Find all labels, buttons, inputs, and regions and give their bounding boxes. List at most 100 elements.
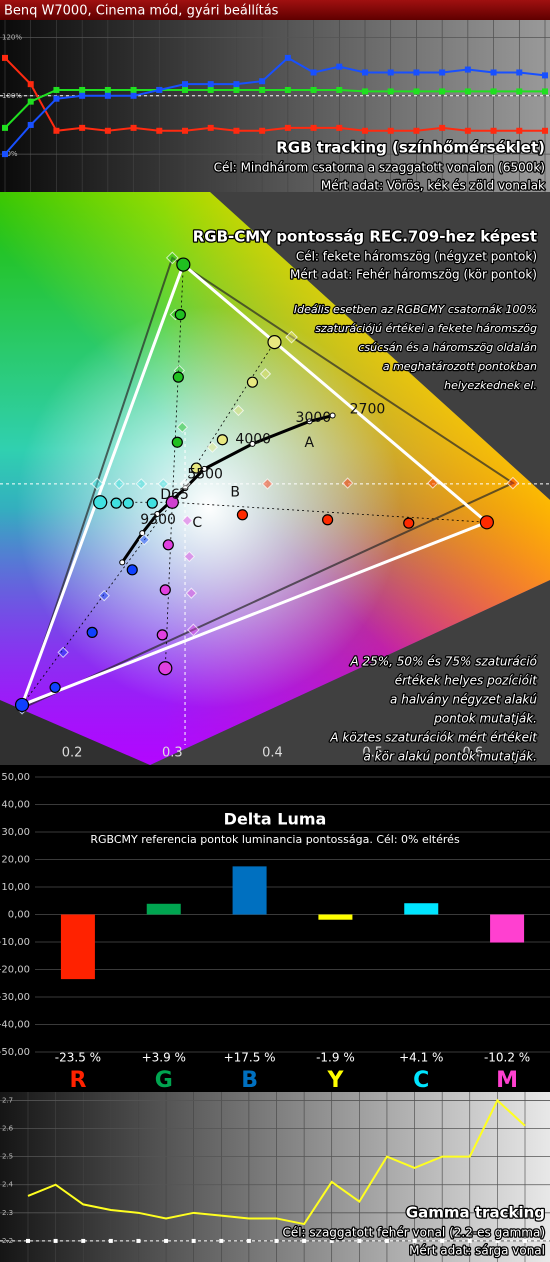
- x-tick-label: R: [69, 1068, 86, 1093]
- series-line: [4, 56, 546, 155]
- y-tick-label: 2.7: [2, 1096, 13, 1104]
- target-marker: [136, 1238, 141, 1243]
- measured-point: [122, 497, 134, 509]
- point-marker: [233, 127, 240, 134]
- point-marker: [310, 124, 317, 131]
- measured-point: [236, 509, 249, 521]
- point-marker: [542, 72, 548, 79]
- target-marker: [108, 1238, 113, 1243]
- y-tick-label: 30,00: [1, 827, 30, 838]
- point-marker: [310, 69, 317, 76]
- value-label: +17.5 %: [224, 1051, 276, 1065]
- reference-point: [135, 478, 147, 490]
- point-marker: [259, 86, 266, 93]
- point-marker: [362, 127, 368, 134]
- point-marker: [130, 86, 137, 93]
- reference-point: [90, 477, 104, 491]
- measured-point: [267, 335, 282, 350]
- series-line: [4, 57, 545, 132]
- point-marker: [464, 66, 471, 73]
- measured-point: [110, 497, 122, 509]
- note: szaturációjú értékei a fekete háromszög: [315, 322, 537, 335]
- reference-point: [176, 421, 188, 433]
- x-tick-label: G: [155, 1068, 173, 1093]
- value-label: -1.9 %: [316, 1051, 355, 1065]
- note: A 25%, 50% és 75% szaturáció: [349, 655, 537, 669]
- reference-point: [427, 477, 439, 489]
- plot-background: [0, 1092, 550, 1262]
- measured-point: [171, 436, 183, 448]
- y-tick-label: 2.4: [2, 1181, 14, 1189]
- point-marker: [207, 124, 214, 131]
- measured-point: [86, 626, 98, 638]
- x-tick-label: 0.4: [262, 746, 283, 761]
- target-marker: [412, 1238, 417, 1243]
- y-tick-label: 10,00: [1, 882, 30, 893]
- measured-point: [174, 309, 186, 321]
- reference-point: [186, 623, 200, 637]
- target-marker: [495, 1238, 500, 1243]
- reference-triangle: [20, 256, 515, 711]
- header-bar: [0, 0, 550, 20]
- point-marker: [362, 88, 368, 95]
- reference-point: [259, 368, 272, 380]
- point-marker: [2, 124, 8, 131]
- point-marker: [2, 54, 8, 61]
- measured-point: [93, 495, 108, 510]
- note: értékek helyes pozícióit: [395, 674, 539, 688]
- point-marker: [79, 124, 86, 131]
- point-marker: [182, 81, 188, 88]
- target-marker: [357, 1238, 362, 1243]
- chart-subtitle: Cél: Mindhárom csatorna a szaggatott von…: [214, 161, 545, 175]
- point-marker: [207, 81, 214, 88]
- blackbody-point: [139, 530, 146, 537]
- target-marker: [274, 1238, 279, 1243]
- point-marker: [362, 69, 368, 76]
- note: a meghatározott pontokban: [383, 360, 537, 373]
- point-marker: [104, 86, 111, 93]
- reference-point: [179, 478, 191, 490]
- blackbody-point: [249, 440, 256, 447]
- point-marker: [104, 127, 111, 134]
- x-tick-label: M: [496, 1068, 518, 1093]
- measured-point: [172, 371, 184, 383]
- point-marker: [284, 86, 291, 93]
- reference-point: [506, 476, 520, 490]
- point-marker: [27, 81, 34, 88]
- plot-background: [0, 20, 550, 192]
- chart-subtitle: Mért adat: Vörös, kék és zöld vonalak: [321, 179, 545, 193]
- point-marker: [53, 86, 60, 93]
- bar: [232, 866, 267, 915]
- chart-subtitle: Cél: fekete háromszög (négyzet pontok): [296, 250, 537, 264]
- measured-point: [190, 462, 202, 474]
- point-marker: [284, 124, 291, 131]
- target-marker: [523, 1238, 527, 1243]
- reference-point: [183, 550, 196, 563]
- note: a kör alakú pontok mutatják.: [363, 750, 537, 764]
- chart-subtitle: Cél: szaggatott fehér vonal (2.2-es gamm…: [282, 1226, 545, 1240]
- note: a halvány négyzet alakú: [390, 693, 537, 707]
- point-marker: [53, 127, 60, 134]
- point-marker: [182, 86, 188, 93]
- series-line: [27, 1098, 526, 1226]
- point-marker: [207, 86, 214, 93]
- annotation: 5500: [187, 467, 223, 483]
- measured-point: [479, 515, 494, 530]
- value-label: +4.1 %: [399, 1051, 443, 1065]
- note: A köztes szaturációk mért értékeit: [329, 731, 538, 745]
- point-marker: [490, 69, 497, 76]
- target-marker: [53, 1238, 58, 1243]
- point-marker: [284, 54, 291, 61]
- y-tick-label: -40,00: [0, 1020, 30, 1031]
- reference-point: [57, 646, 69, 659]
- point-marker: [79, 92, 86, 99]
- target-marker: [26, 1238, 30, 1243]
- reference-point: [341, 477, 354, 489]
- x-tick-label: 0.6: [463, 746, 484, 761]
- y-tick-label: 50,00: [1, 772, 30, 783]
- measured-point: [146, 497, 158, 509]
- y-tick-label: 80%: [2, 150, 18, 158]
- y-tick-label: 2.6: [2, 1125, 14, 1133]
- value-label: -10.2 %: [484, 1051, 530, 1065]
- measured-point: [14, 697, 30, 713]
